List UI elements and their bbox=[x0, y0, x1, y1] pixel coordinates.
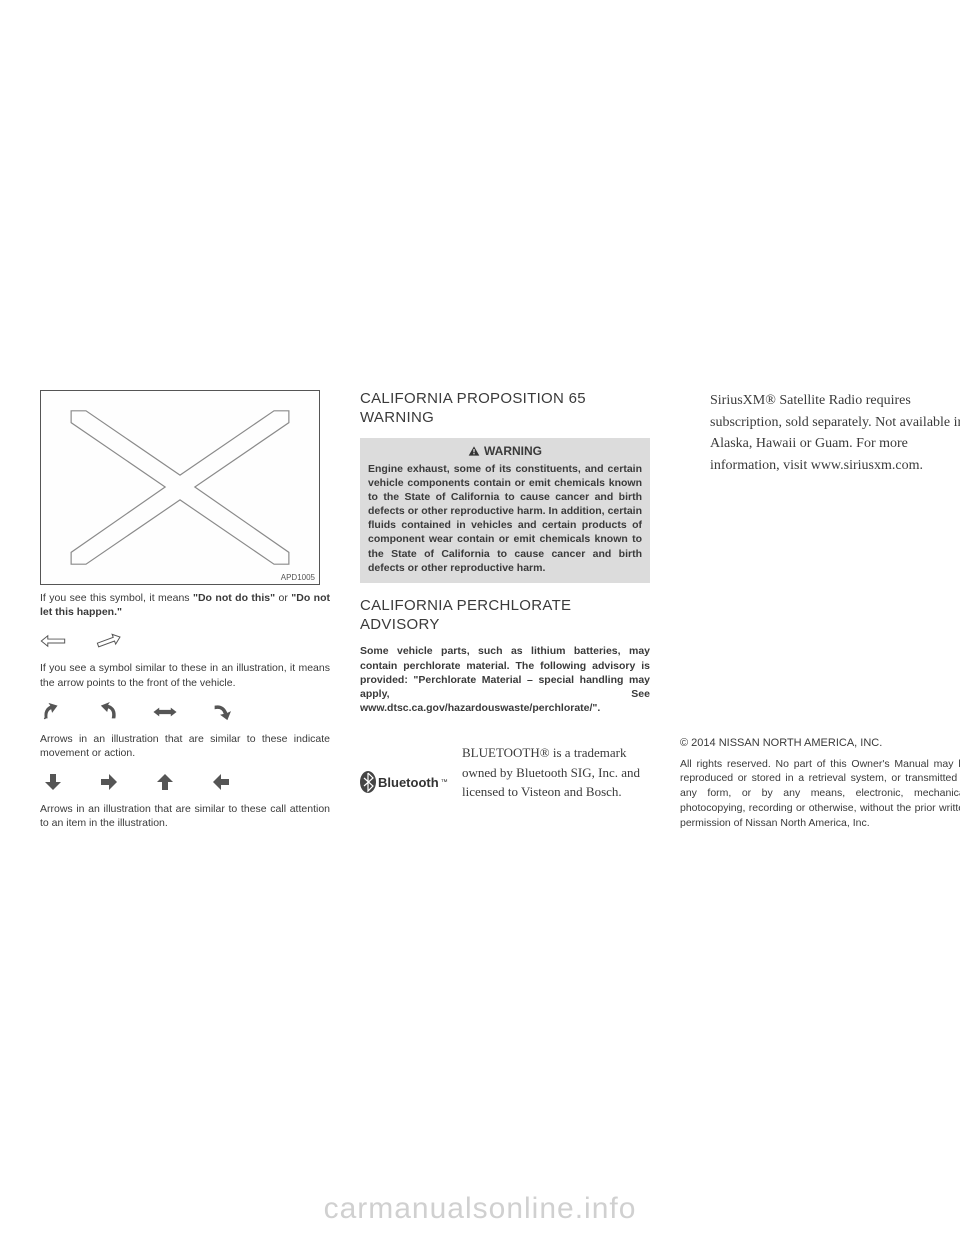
front-arrow-icons bbox=[40, 631, 330, 651]
bluetooth-logo: Bluetooth™ bbox=[360, 771, 450, 793]
figure-code: APD1005 bbox=[281, 573, 315, 582]
warning-box: WARNING Engine exhaust, some of its cons… bbox=[360, 438, 650, 583]
heading-perchlorate: CALIFORNIA PERCHLORATE ADVISORY bbox=[360, 597, 650, 635]
do-not-figure: APD1005 bbox=[40, 390, 320, 585]
copyright-block: © 2014 NISSAN NORTH AMERICA, INC. All ri… bbox=[680, 737, 960, 830]
arrow-down-solid-icon bbox=[40, 772, 66, 792]
arrow-right-solid-icon bbox=[96, 772, 122, 792]
arrow-left-outline-icon bbox=[40, 631, 66, 651]
movement-arrow-icons bbox=[40, 702, 330, 722]
column-2: CALIFORNIA PROPOSITION 65 WARNING WARNIN… bbox=[360, 390, 650, 830]
column-1: APD1005 If you see this symbol, it means… bbox=[40, 390, 330, 830]
bluetooth-text: BLUETOOTH® is a trademark owned by Bluet… bbox=[462, 743, 650, 802]
double-arrow-icon bbox=[152, 702, 178, 722]
caption-do-not: If you see this symbol, it means "Do not… bbox=[40, 591, 330, 619]
bluetooth-icon bbox=[360, 771, 376, 793]
caption-attention: Arrows in an illustration that are simil… bbox=[40, 802, 330, 830]
copyright-line: © 2014 NISSAN NORTH AMERICA, INC. bbox=[680, 737, 960, 749]
siriusxm-text: SiriusXM® Satellite Radio requires subsc… bbox=[680, 390, 960, 477]
x-symbol-icon bbox=[41, 391, 319, 584]
heading-prop65: CALIFORNIA PROPOSITION 65 WARNING bbox=[360, 390, 650, 428]
bluetooth-wordmark: Bluetooth bbox=[378, 775, 439, 790]
perchlorate-text: Some vehicle parts, such as lithium batt… bbox=[360, 644, 650, 715]
watermark: carmanualsonline.info bbox=[0, 1192, 960, 1226]
rights-text: All rights reserved. No part of this Own… bbox=[680, 757, 960, 830]
cap1-bold1: "Do not do this" bbox=[193, 592, 275, 604]
arrow-right-outline-icon bbox=[96, 631, 122, 651]
bluetooth-logo-box: Bluetooth™ bbox=[360, 743, 450, 793]
warning-triangle-icon bbox=[468, 445, 480, 457]
warning-body: Engine exhaust, some of its constituents… bbox=[368, 462, 642, 575]
cap1-mid: or bbox=[275, 592, 291, 604]
caption-movement: Arrows in an illustration that are simil… bbox=[40, 732, 330, 760]
curved-arrow-1-icon bbox=[40, 702, 66, 722]
curved-arrow-3-icon bbox=[208, 702, 234, 722]
attention-arrow-icons bbox=[40, 772, 330, 792]
caption-front: If you see a symbol similar to these in … bbox=[40, 661, 330, 689]
arrow-up-solid-icon bbox=[152, 772, 178, 792]
page-content: APD1005 If you see this symbol, it means… bbox=[0, 0, 960, 870]
cap1-pre: If you see this symbol, it means bbox=[40, 592, 193, 604]
column-3: SiriusXM® Satellite Radio requires subsc… bbox=[680, 390, 960, 830]
bluetooth-row: Bluetooth™ BLUETOOTH® is a trademark own… bbox=[360, 743, 650, 802]
arrow-left-solid-icon bbox=[208, 772, 234, 792]
bluetooth-tm: ™ bbox=[441, 779, 448, 786]
warning-header: WARNING bbox=[368, 444, 642, 458]
warning-label: WARNING bbox=[484, 444, 542, 458]
curved-arrow-2-icon bbox=[96, 702, 122, 722]
